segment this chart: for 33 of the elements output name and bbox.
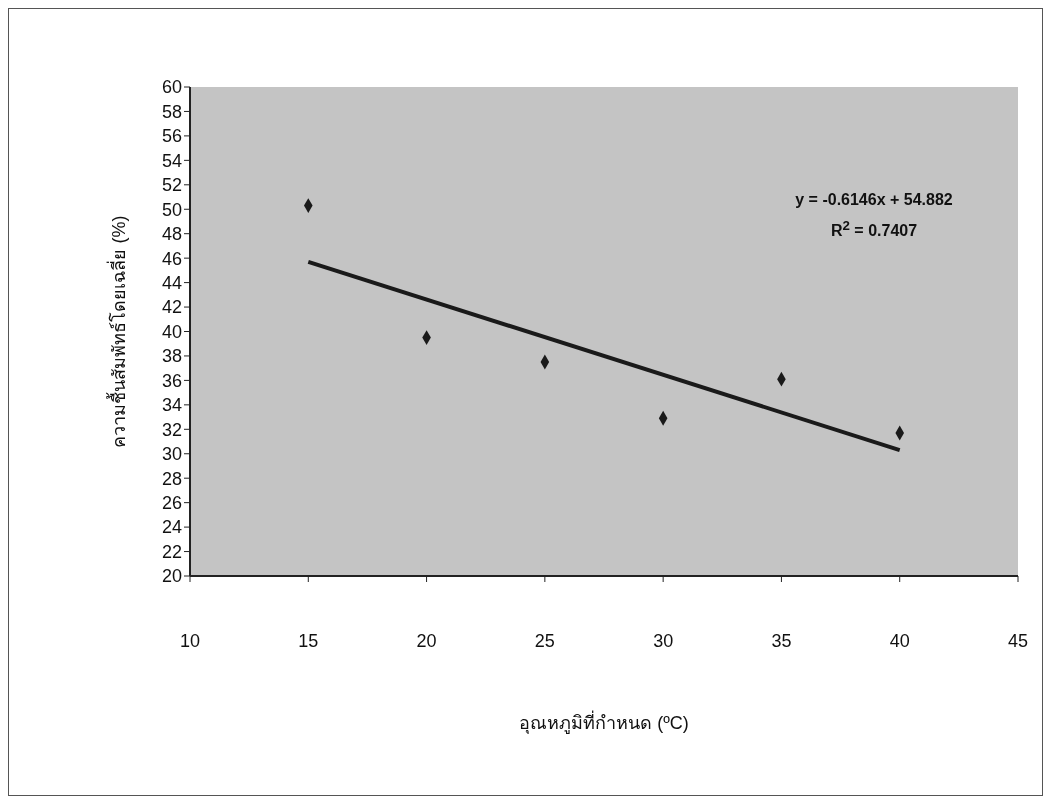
y-tick-label: 58	[161, 101, 182, 122]
y-tick-label: 20	[161, 566, 182, 587]
x-tick-label: 10	[179, 630, 201, 651]
y-tick-label: 32	[161, 419, 182, 440]
y-tick-label: 40	[161, 321, 182, 342]
x-axis-title: อุณหภูมิที่กำหนด (ºC)	[519, 709, 689, 734]
y-tick-label: 60	[161, 77, 182, 98]
annotation: R$^{2}$ = 0.7407	[829, 217, 919, 242]
y-tick-label: 50	[161, 199, 182, 220]
y-tick-label: 22	[161, 541, 182, 562]
y-tick-label: 46	[161, 248, 182, 269]
x-tick-label: 15	[298, 630, 319, 651]
x-tick-label: 25	[534, 630, 555, 651]
y-tick-label: 54	[161, 150, 182, 171]
y-tick-label: 52	[161, 175, 182, 196]
y-axis-title: ความชื้นสัมพัทธ์โดยเฉลี่ย (%)	[106, 215, 130, 448]
x-tick-label: 45	[1007, 630, 1029, 651]
y-tick-label: 42	[161, 297, 182, 318]
x-tick-label: 20	[416, 630, 437, 651]
y-tick-label: 26	[161, 493, 182, 514]
annotation: y = -0.6146x + 54.882	[794, 190, 954, 210]
x-tick-label: 35	[771, 630, 792, 651]
y-tick-label: 36	[161, 370, 182, 391]
y-tick-label: 56	[161, 126, 182, 147]
y-tick-label: 24	[161, 517, 182, 538]
x-tick-label: 40	[889, 630, 910, 651]
y-tick-label: 30	[161, 444, 182, 465]
y-tick-label: 48	[161, 224, 182, 245]
y-tick-label: 38	[161, 346, 182, 367]
y-tick-label: 44	[161, 272, 182, 293]
y-tick-label: 28	[161, 468, 182, 489]
y-tick-label: 34	[161, 395, 182, 416]
x-tick-label: 30	[653, 630, 674, 651]
